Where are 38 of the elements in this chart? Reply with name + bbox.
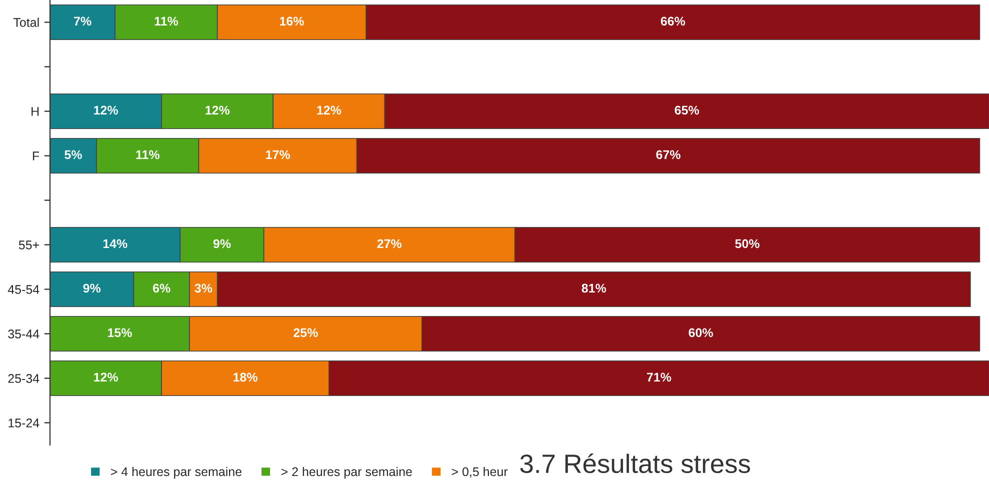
data-label: 25% xyxy=(294,328,318,338)
data-label: 66% xyxy=(660,16,686,26)
data-label: 50% xyxy=(735,239,760,248)
data-label: 67% xyxy=(656,150,680,160)
data-label: 71% xyxy=(646,372,672,382)
y-tick-label: Total xyxy=(13,18,39,27)
data-label: 15% xyxy=(108,328,132,338)
data-label: 27% xyxy=(377,239,402,248)
data-label: 81% xyxy=(582,284,606,293)
legend-label: > 4 heures par semaine xyxy=(110,466,242,479)
legend-label: > 0,5 heur xyxy=(452,466,508,478)
data-label: 11% xyxy=(154,16,178,26)
legend-label: > 2 heures par semaine xyxy=(281,466,412,479)
y-tick-label: F xyxy=(32,152,40,160)
data-label: 14% xyxy=(103,239,128,248)
data-label: 3% xyxy=(194,284,212,293)
y-tick-label: 25-34 xyxy=(8,374,40,383)
data-label: 12% xyxy=(94,372,118,382)
data-label: 16% xyxy=(280,16,304,26)
data-label: 17% xyxy=(266,150,290,160)
y-tick-label: 45-54 xyxy=(8,285,40,294)
y-tick-label: 55+ xyxy=(18,240,39,250)
data-label: 12% xyxy=(317,106,342,115)
data-label: 11% xyxy=(136,150,160,160)
text: 3.7 Résultats stress xyxy=(520,453,750,474)
data-label: 12% xyxy=(206,106,230,115)
y-tick-label: H xyxy=(32,107,39,116)
data-label: 6% xyxy=(152,284,170,293)
data-label: 60% xyxy=(688,328,713,338)
data-label: 5% xyxy=(64,150,82,160)
data-label: 9% xyxy=(83,284,101,293)
data-label: 65% xyxy=(674,106,700,115)
data-label: 12% xyxy=(94,106,118,115)
data-label: 18% xyxy=(234,372,258,382)
y-tick-label: 35-44 xyxy=(8,330,40,338)
y-tick-label: 15-24 xyxy=(8,418,40,428)
data-label: 7% xyxy=(74,16,92,26)
data-label: 9% xyxy=(213,239,231,248)
